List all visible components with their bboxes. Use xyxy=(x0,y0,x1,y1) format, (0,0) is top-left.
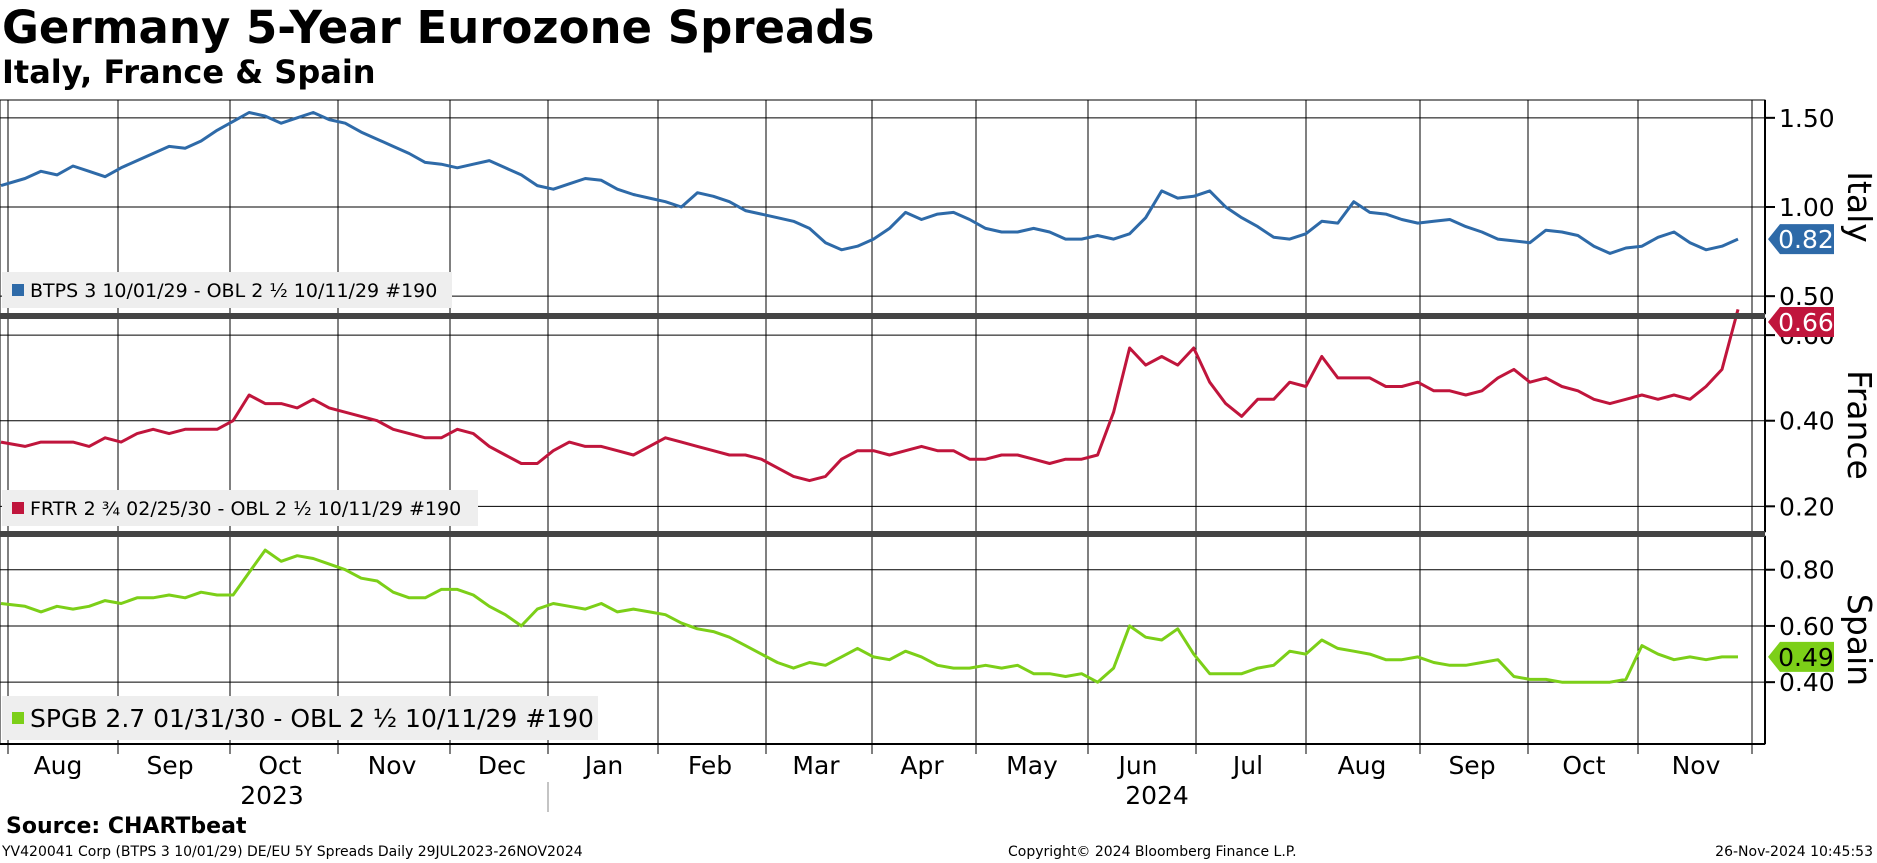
x-tick-label: Sep xyxy=(1448,751,1495,780)
last-value-badge xyxy=(1768,641,1834,672)
x-tick-label: Feb xyxy=(688,751,732,780)
x-tick-label: Oct xyxy=(258,751,301,780)
legend-box xyxy=(2,272,452,308)
y-tick-label: 0.40 xyxy=(1779,668,1835,697)
last-value-label: 0.49 xyxy=(1778,643,1834,672)
source-label: Source: CHARTbeat xyxy=(6,814,247,839)
last-value-label: 0.82 xyxy=(1778,225,1834,254)
last-value-label: 0.66 xyxy=(1778,308,1834,337)
x-tick-label: Jun xyxy=(1116,751,1157,780)
legend-label: BTPS 3 10/01/29 - OBL 2 ½ 10/11/29 #190 xyxy=(30,280,437,302)
x-tick-label: Nov xyxy=(1672,751,1721,780)
x-tick-label: May xyxy=(1006,751,1058,780)
chart-title: Germany 5-Year Eurozone Spreads xyxy=(2,1,875,54)
x-tick-label: Aug xyxy=(34,751,83,780)
x-tick-label: Oct xyxy=(1562,751,1605,780)
legend-box xyxy=(2,490,478,526)
footer-timestamp: 26-Nov-2024 10:45:53 xyxy=(1715,844,1873,860)
x-tick-label: Mar xyxy=(792,751,840,780)
y-tick-label: 0.20 xyxy=(1779,492,1835,521)
y-tick-label: 1.50 xyxy=(1779,104,1835,133)
legend-label: FRTR 2 ¾ 02/25/30 - OBL 2 ½ 10/11/29 #19… xyxy=(30,498,461,520)
x-tick-label: Aug xyxy=(1338,751,1387,780)
x-tick-label: Jul xyxy=(1231,751,1263,780)
x-tick-label: Dec xyxy=(478,751,526,780)
footer-security-info: YV420041 Corp (BTPS 3 10/01/29) DE/EU 5Y… xyxy=(2,844,583,860)
last-value-badge xyxy=(1768,307,1834,337)
legend-label: SPGB 2.7 01/31/30 - OBL 2 ½ 10/11/29 #19… xyxy=(30,704,594,733)
y-tick-label: 0.40 xyxy=(1779,407,1835,436)
series-line-france xyxy=(0,309,1740,483)
panel-separator xyxy=(0,531,1765,537)
panel-separator xyxy=(0,313,1765,319)
last-value-badge xyxy=(1768,224,1834,255)
y-tick-label: 0.60 xyxy=(1779,612,1835,641)
x-year-label: 2024 xyxy=(1125,781,1189,810)
x-tick-label: Nov xyxy=(368,751,417,780)
panel-axis-label: France xyxy=(1840,370,1877,480)
legend-swatch xyxy=(12,502,24,514)
legend-swatch xyxy=(12,712,24,724)
y-tick-label: 0.50 xyxy=(1779,282,1835,311)
legend-box xyxy=(2,696,598,740)
y-tick-label: 0.80 xyxy=(1779,556,1835,585)
x-year-label: 2023 xyxy=(240,781,304,810)
x-tick-label: Apr xyxy=(900,751,944,780)
panel-axis-label: Spain xyxy=(1840,594,1877,686)
legend-swatch xyxy=(12,284,24,296)
chart-subtitle: Italy, France & Spain xyxy=(2,53,376,91)
panel-axis-label: Italy xyxy=(1840,171,1877,243)
footer-copyright: Copyright© 2024 Bloomberg Finance L.P. xyxy=(1008,844,1297,860)
x-tick-label: Jan xyxy=(583,751,624,780)
x-tick-label: Sep xyxy=(146,751,193,780)
series-line-spain xyxy=(0,548,1738,684)
series-line-italy xyxy=(0,111,1739,255)
y-tick-label: 1.00 xyxy=(1779,193,1835,222)
